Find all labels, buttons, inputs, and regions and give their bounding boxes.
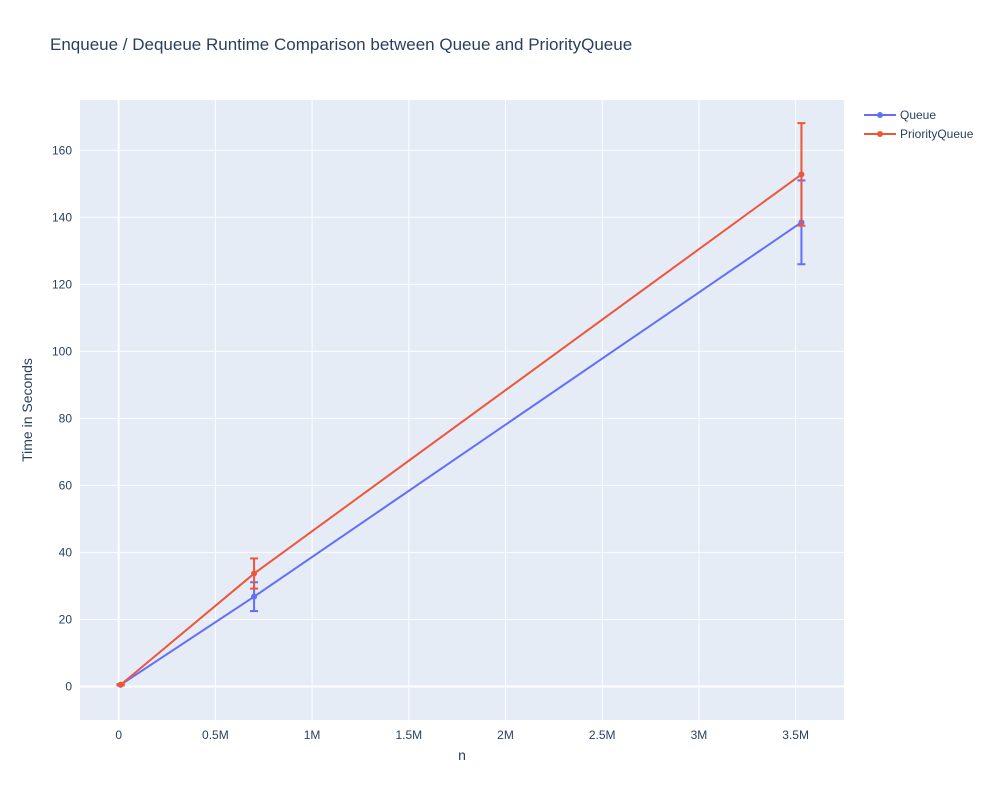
y-axis-title: Time in Seconds: [19, 358, 35, 462]
y-tick-label: 20: [59, 612, 73, 626]
plot-area: [80, 100, 844, 720]
x-tick-label: 1M: [304, 728, 321, 742]
legend-item-priorityqueue[interactable]: PriorityQueue: [864, 127, 974, 141]
legend-label: PriorityQueue: [900, 127, 974, 141]
x-tick-label: 1.5M: [395, 728, 422, 742]
x-tick-label: 0: [115, 728, 122, 742]
legend-marker: [877, 131, 883, 137]
y-tick-label: 120: [52, 277, 72, 291]
chart-title: Enqueue / Dequeue Runtime Comparison bet…: [50, 35, 632, 54]
x-axis-title: n: [458, 747, 466, 763]
grid-lines: [80, 100, 844, 720]
data-point[interactable]: [251, 593, 258, 600]
x-tick-label: 2M: [497, 728, 514, 742]
x-tick-label: 3.5M: [782, 728, 809, 742]
y-tick-label: 80: [59, 411, 73, 425]
legend[interactable]: Queue PriorityQueue: [864, 108, 974, 141]
data-point[interactable]: [117, 681, 124, 688]
y-tick-label: 40: [59, 545, 73, 559]
x-axis-ticks: 0 0.5M 1M 1.5M 2M 2.5M 3M 3.5M: [115, 728, 809, 742]
y-tick-label: 0: [65, 679, 72, 693]
series-layer: [116, 122, 806, 688]
legend-marker: [877, 112, 883, 118]
series-priorityqueue: [116, 122, 806, 688]
data-point[interactable]: [251, 570, 258, 577]
y-tick-label: 140: [52, 210, 72, 224]
y-tick-label: 100: [52, 344, 72, 358]
data-point[interactable]: [798, 171, 805, 178]
x-tick-label: 0.5M: [202, 728, 229, 742]
x-tick-label: 2.5M: [589, 728, 616, 742]
legend-item-queue[interactable]: Queue: [864, 108, 936, 122]
x-tick-label: 3M: [691, 728, 708, 742]
y-axis-ticks: 0 20 40 60 80 100 120 140 160: [52, 143, 72, 693]
y-tick-label: 160: [52, 143, 72, 157]
y-tick-label: 60: [59, 478, 73, 492]
legend-label: Queue: [900, 108, 936, 122]
